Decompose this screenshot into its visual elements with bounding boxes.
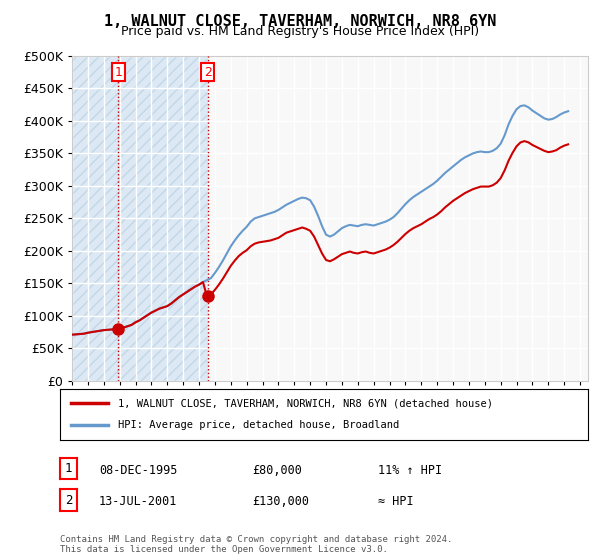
Text: 1, WALNUT CLOSE, TAVERHAM, NORWICH, NR8 6YN: 1, WALNUT CLOSE, TAVERHAM, NORWICH, NR8 … — [104, 14, 496, 29]
Text: Price paid vs. HM Land Registry's House Price Index (HPI): Price paid vs. HM Land Registry's House … — [121, 25, 479, 38]
Text: 2: 2 — [203, 66, 212, 79]
Text: 11% ↑ HPI: 11% ↑ HPI — [378, 464, 442, 477]
Text: 13-JUL-2001: 13-JUL-2001 — [99, 494, 178, 508]
Text: 2: 2 — [65, 493, 72, 507]
Text: ≈ HPI: ≈ HPI — [378, 494, 413, 508]
Text: 1: 1 — [115, 66, 122, 79]
Text: £130,000: £130,000 — [252, 494, 309, 508]
Text: HPI: Average price, detached house, Broadland: HPI: Average price, detached house, Broa… — [118, 421, 400, 431]
Text: 1: 1 — [65, 461, 72, 475]
Text: 08-DEC-1995: 08-DEC-1995 — [99, 464, 178, 477]
Text: £80,000: £80,000 — [252, 464, 302, 477]
Text: Contains HM Land Registry data © Crown copyright and database right 2024.
This d: Contains HM Land Registry data © Crown c… — [60, 535, 452, 554]
Text: 1, WALNUT CLOSE, TAVERHAM, NORWICH, NR8 6YN (detached house): 1, WALNUT CLOSE, TAVERHAM, NORWICH, NR8 … — [118, 398, 493, 408]
